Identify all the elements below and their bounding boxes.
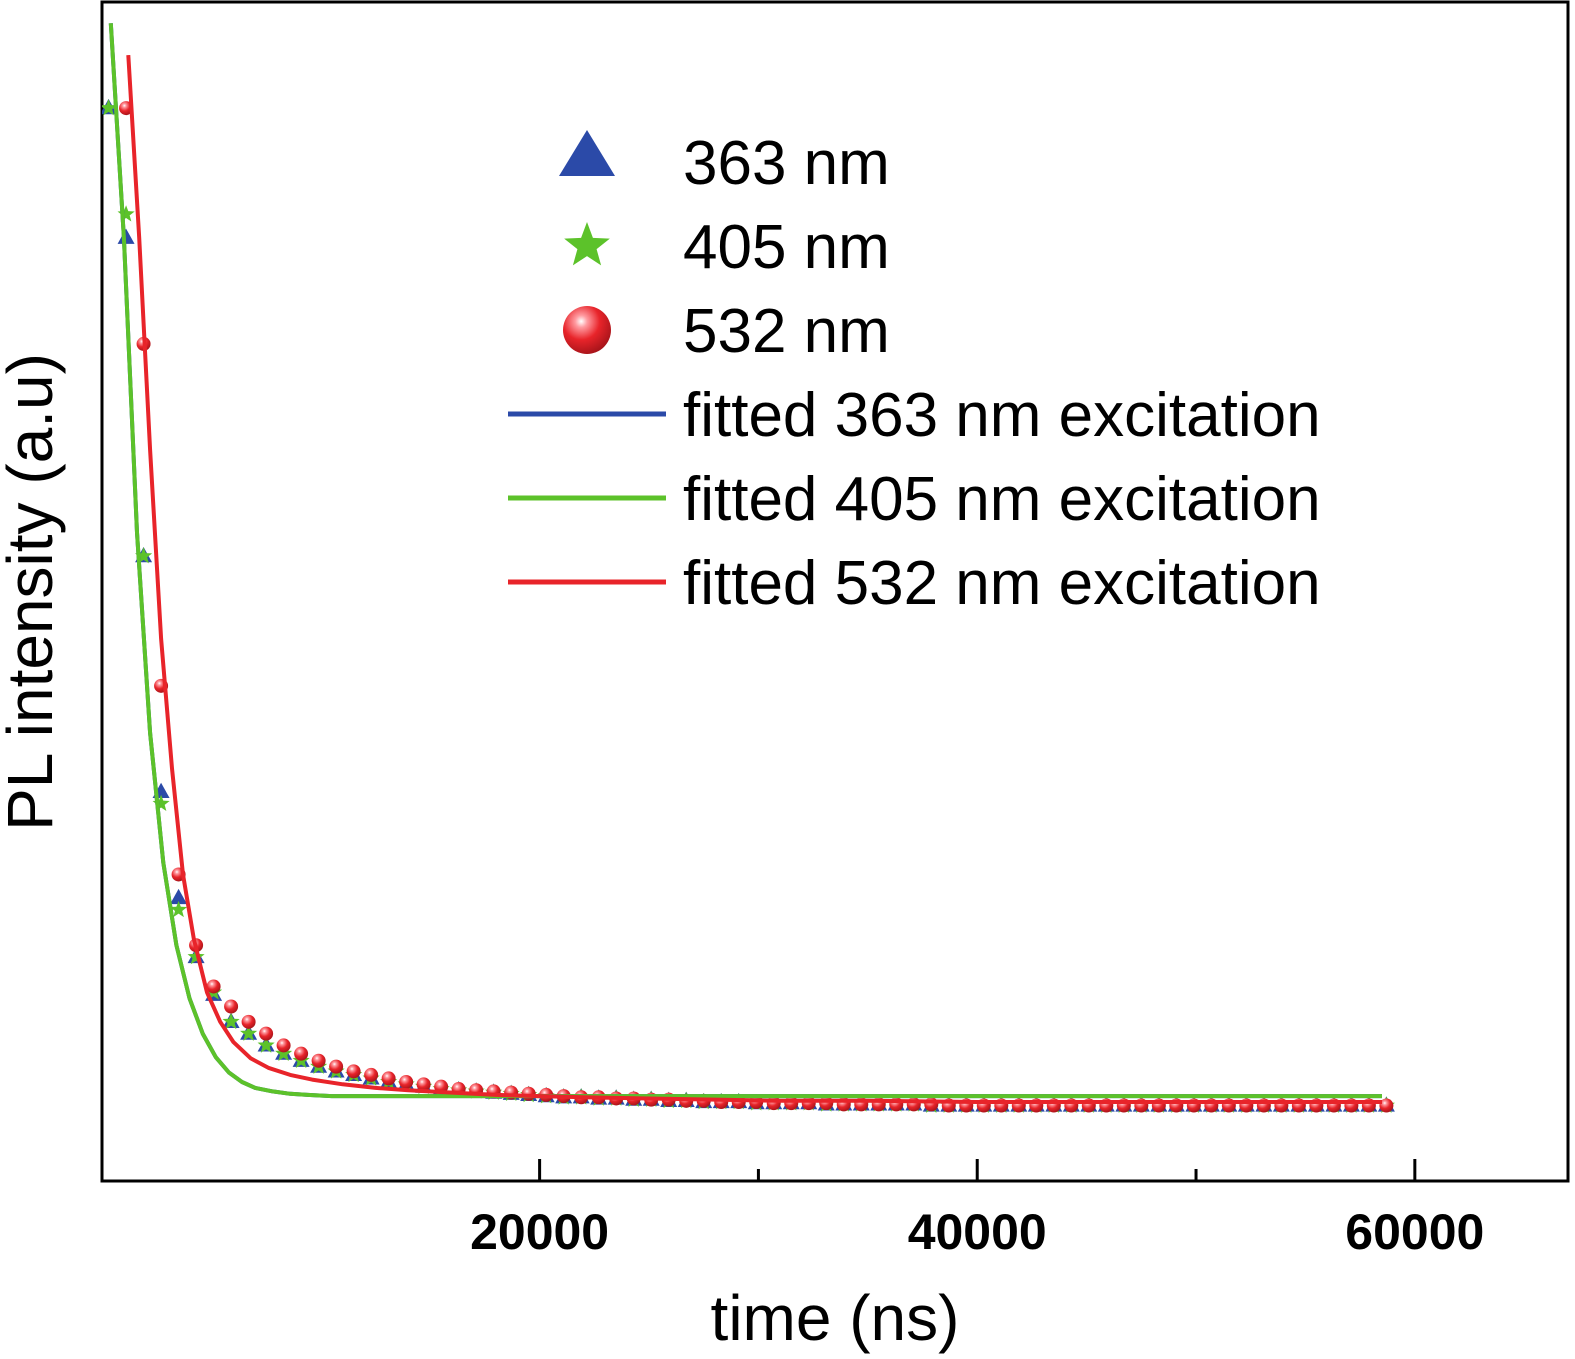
sphere-marker bbox=[416, 1077, 431, 1092]
fit-line-fitted-532-nm-excitation bbox=[126, 54, 1382, 1104]
legend-label: 363 nm bbox=[683, 129, 890, 198]
sphere-marker bbox=[206, 979, 221, 994]
fit-line-fitted-405-nm-excitation bbox=[108, 23, 1382, 1099]
sphere-marker bbox=[241, 1014, 256, 1029]
star-marker bbox=[275, 1044, 293, 1061]
triangle-marker bbox=[170, 888, 188, 905]
sphere-marker bbox=[346, 1064, 361, 1079]
legend-entry: 363 nm bbox=[559, 129, 890, 198]
sphere-marker bbox=[381, 1071, 396, 1086]
sphere-marker bbox=[1379, 1098, 1394, 1113]
star-marker bbox=[117, 205, 135, 222]
sphere-marker bbox=[311, 1053, 326, 1068]
sphere-marker bbox=[276, 1038, 291, 1053]
sphere-marker bbox=[766, 1096, 781, 1111]
legend-star-icon bbox=[564, 222, 610, 266]
legend-label: fitted 532 nm excitation bbox=[683, 549, 1321, 618]
legend-triangle-icon bbox=[559, 130, 615, 176]
y-axis-title: PL intensity (a.u) bbox=[0, 353, 66, 831]
star-marker bbox=[222, 1012, 240, 1030]
sphere-marker bbox=[294, 1046, 309, 1061]
sphere-marker bbox=[259, 1026, 274, 1041]
x-tick-label: 20000 bbox=[470, 1204, 609, 1260]
legend: 363 nm 405 nm 532 nm fitted 363 nm excitati… bbox=[508, 129, 1321, 618]
star-marker bbox=[257, 1036, 275, 1053]
plot-area bbox=[102, 23, 1395, 1113]
sphere-marker bbox=[819, 1096, 834, 1111]
x-axis-ticks: 20000 40000 60000 bbox=[470, 1159, 1484, 1260]
sphere-marker bbox=[329, 1059, 344, 1074]
triangle-marker bbox=[117, 228, 135, 244]
legend-sphere-icon bbox=[563, 306, 611, 354]
sphere-marker bbox=[784, 1096, 799, 1111]
legend-label: fitted 405 nm excitation bbox=[683, 465, 1321, 534]
legend-entry: 405 nm bbox=[564, 213, 890, 282]
star-marker bbox=[152, 794, 170, 811]
x-axis-title: time (ns) bbox=[711, 1282, 960, 1354]
star-marker bbox=[240, 1024, 258, 1041]
legend-entry: fitted 363 nm excitation bbox=[508, 381, 1321, 450]
legend-entry: fitted 405 nm excitation bbox=[508, 465, 1321, 534]
legend-entry: 532 nm bbox=[563, 297, 890, 366]
star-marker bbox=[135, 547, 153, 564]
legend-label: fitted 363 nm excitation bbox=[683, 381, 1321, 450]
sphere-marker bbox=[399, 1074, 414, 1089]
sphere-marker bbox=[224, 999, 239, 1014]
legend-label: 405 nm bbox=[683, 213, 890, 282]
sphere-marker bbox=[801, 1096, 816, 1111]
sphere-marker bbox=[364, 1067, 379, 1082]
plot-frame bbox=[100, 0, 1570, 1183]
star-marker bbox=[170, 900, 188, 918]
star-marker bbox=[102, 99, 118, 116]
axes bbox=[100, 0, 1570, 1183]
legend-label: 532 nm bbox=[683, 297, 890, 366]
x-tick-label: 60000 bbox=[1345, 1204, 1484, 1260]
x-tick-label: 40000 bbox=[908, 1204, 1047, 1260]
legend-entry: fitted 532 nm excitation bbox=[508, 549, 1321, 618]
